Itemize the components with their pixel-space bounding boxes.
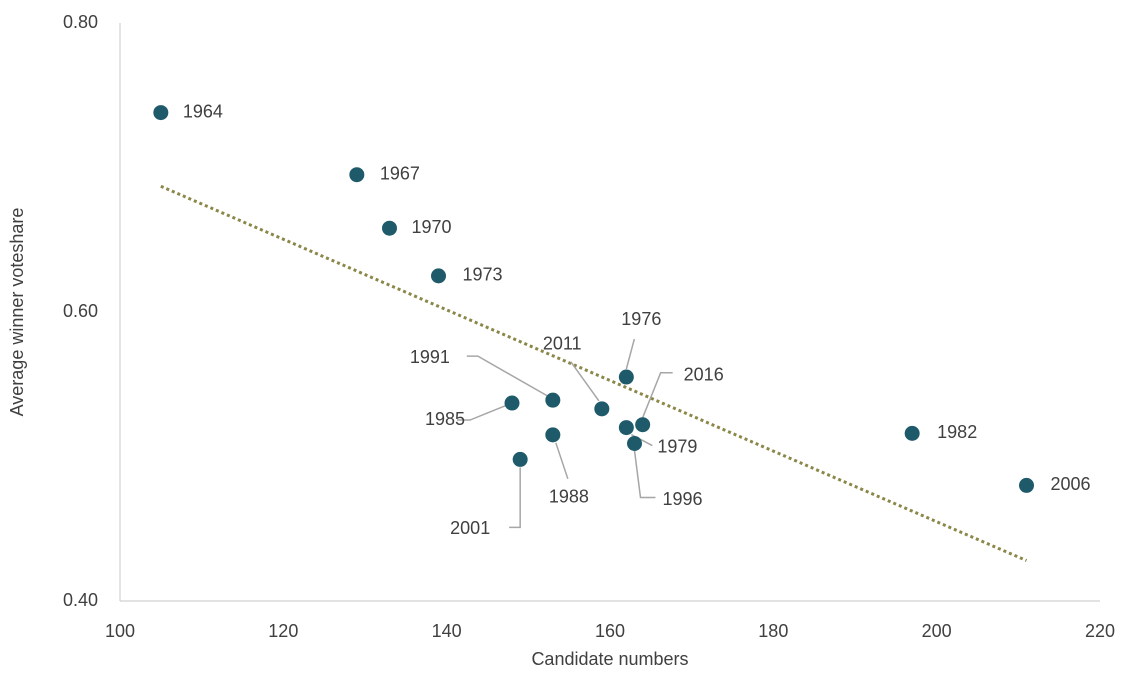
point <box>382 220 397 236</box>
point-label: 1985 <box>425 409 465 429</box>
point-label: 1996 <box>663 489 703 509</box>
leader-line <box>625 338 636 370</box>
point-label: 2016 <box>684 364 724 384</box>
point-label: 1988 <box>549 487 589 507</box>
x-tick-label: 220 <box>1085 621 1115 641</box>
point <box>618 420 634 436</box>
x-tick-label: 100 <box>105 621 135 641</box>
point-label: 2001 <box>450 518 490 538</box>
y-axis-title: Average winner voteshare <box>7 208 27 417</box>
leader-line <box>457 404 508 421</box>
point <box>431 268 446 284</box>
point <box>504 395 520 411</box>
point <box>545 427 561 443</box>
x-tick-label: 160 <box>595 621 625 641</box>
x-tick-label: 140 <box>432 621 462 641</box>
point-label: 1970 <box>412 217 452 237</box>
trendline <box>160 184 1028 562</box>
leader-line <box>555 442 569 480</box>
point-label: 1976 <box>621 309 661 329</box>
point <box>618 369 634 385</box>
point-label: 1973 <box>463 265 503 285</box>
point-label: 2011 <box>543 334 582 354</box>
point <box>635 417 651 433</box>
x-axis-title: Candidate numbers <box>531 649 688 669</box>
y-tick-label: 0.40 <box>63 590 98 610</box>
point <box>512 451 528 467</box>
y-tick-label: 0.80 <box>63 12 98 32</box>
point <box>904 425 920 441</box>
x-tick-label: 180 <box>758 621 788 641</box>
point-label: 1964 <box>183 101 223 121</box>
point-label: 1982 <box>937 422 977 442</box>
y-tick-label: 0.60 <box>63 301 98 321</box>
leader-line <box>466 355 549 397</box>
point-label: 1991 <box>410 347 450 367</box>
point <box>627 435 642 451</box>
x-tick-label: 120 <box>268 621 298 641</box>
leader-line <box>570 361 600 402</box>
point-label: 1979 <box>657 436 697 456</box>
point <box>594 401 610 417</box>
x-tick-label: 200 <box>922 621 952 641</box>
leader-line <box>509 467 521 529</box>
point-label: 1967 <box>380 163 420 183</box>
leader-line <box>633 450 656 499</box>
point <box>153 105 169 121</box>
leader-line <box>641 371 673 418</box>
point <box>349 167 365 183</box>
point <box>1019 477 1034 493</box>
point <box>545 392 561 408</box>
point-label: 2006 <box>1051 474 1091 494</box>
